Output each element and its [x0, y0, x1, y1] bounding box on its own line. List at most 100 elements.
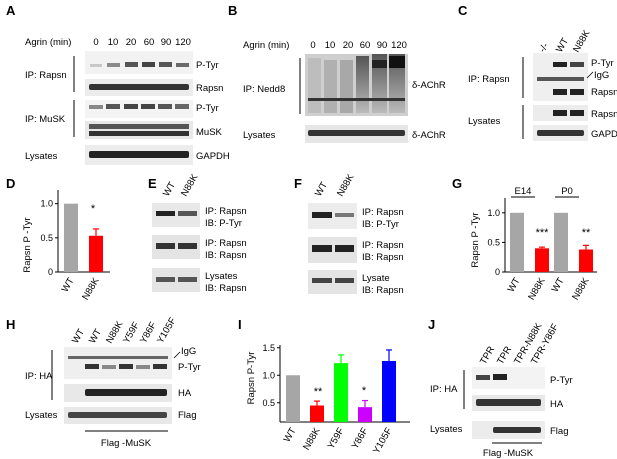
- blot-strip: [85, 100, 193, 118]
- blot-label: IgG: [594, 70, 609, 81]
- timepoint-label: 60: [144, 37, 155, 48]
- blot-strip: [308, 237, 357, 263]
- lane-label: WT: [87, 327, 104, 345]
- panel-letter-d: D: [6, 176, 15, 191]
- panel-d: D Rapsn P -Tyr 0 0.5 1.0 WT N88K *: [6, 176, 110, 302]
- blot-label: IB: Rapsn: [205, 283, 247, 294]
- blot-label: Lysates: [205, 271, 238, 282]
- panel-g: G Rapsn P -Tyr 00.51.0WT N88K WT N88K E14 P…: [452, 176, 597, 302]
- agrin-time-label: Agrin (min): [243, 40, 289, 51]
- y-axis-label: Rapsn P -Tyr: [22, 217, 33, 272]
- blot-label: P-Tyr: [196, 103, 219, 114]
- y-tick-label: 0.5: [40, 233, 53, 243]
- bar: [89, 235, 103, 272]
- timepoint-label: 60: [360, 40, 371, 51]
- blot-strip: [533, 105, 588, 121]
- y-tick-label: 0.5: [262, 398, 275, 408]
- blot-label: Flag: [550, 426, 568, 437]
- timepoint-label: 20: [126, 37, 137, 48]
- significance-mark: **: [582, 227, 591, 239]
- x-tick-label: Y105F: [371, 426, 395, 456]
- lane-label: TPR: [478, 344, 497, 366]
- chart-i: 0.5 1.0 1.5 WT N88K Y59F Y86F Y105F: [262, 343, 410, 456]
- blot-strip: [85, 51, 193, 74]
- timepoint-label: 10: [108, 37, 119, 48]
- significance-mark: *: [362, 385, 367, 397]
- flag-musk-label: Flag -MuSK: [101, 438, 152, 449]
- x-tick-label: Y86F: [350, 426, 371, 451]
- bar: [334, 363, 348, 422]
- blot-label: P-Tyr: [550, 375, 573, 386]
- blot-label: P-Tyr: [591, 58, 614, 69]
- lane-label: N88K: [571, 28, 593, 55]
- significance-mark: **: [314, 386, 323, 398]
- panel-letter-g: G: [452, 176, 462, 191]
- panel-letter-h: H: [6, 317, 15, 332]
- ip-label: IP: Nedd8: [243, 84, 285, 95]
- panel-letter-f: F: [294, 176, 302, 191]
- blot-strip: [533, 125, 588, 141]
- chart-d: 0 0.5 1.0 WT N88K: [40, 190, 110, 302]
- chart-g: 00.51.0WT N88K WT N88K: [487, 198, 597, 302]
- blot-strip: [85, 145, 193, 165]
- blot-label: Flag: [178, 410, 196, 421]
- bar: [510, 212, 524, 272]
- blot-label: HA: [178, 388, 192, 399]
- panel-letter-c: C: [458, 3, 468, 18]
- blot-label: δ-AChR: [412, 80, 446, 91]
- ip-label: IP: Rapsn: [25, 70, 67, 81]
- ip-label: IP: Rapsn: [468, 74, 510, 85]
- timepoint-label: 0: [310, 40, 315, 51]
- panel-letter-e: E: [148, 176, 157, 191]
- bar: [310, 405, 324, 422]
- panel-a: A Agrin (min) 0 10 20 60 90 120: [6, 3, 230, 165]
- panel-h: H WT WT N88K Y59F Y86F Y105F IP: HA: [6, 316, 201, 449]
- x-tick-label: WT: [550, 276, 567, 294]
- timepoint-label: 10: [325, 40, 336, 51]
- y-tick-label: 1.0: [262, 370, 275, 380]
- y-tick-label: 1.0: [487, 208, 500, 218]
- x-tick-label: WT: [506, 276, 523, 294]
- blot-strip: [64, 407, 172, 424]
- timepoint-label: 120: [391, 40, 407, 51]
- blot-strip: [152, 235, 200, 259]
- lane-label: Y86F: [138, 320, 159, 345]
- blot-label: GAPDH: [591, 129, 617, 140]
- blot-label: IB: Rapsn: [205, 250, 247, 261]
- blot-label: IB: P-Tyr: [362, 219, 399, 230]
- group-label: P0: [561, 186, 573, 197]
- x-tick-label: WT: [282, 426, 299, 444]
- panel-b: B Agrin (min) 0 10 20 60 90 120 IP:: [228, 3, 446, 143]
- panel-c: C -/- WT N88K IP: Rapsn Lysates: [458, 3, 617, 141]
- lysates-label: Lysates: [25, 410, 58, 421]
- flag-musk-label: Flag -MuSK: [483, 448, 534, 459]
- blot-label: Lysate: [362, 273, 390, 284]
- agrin-time-label: Agrin (min): [25, 37, 71, 48]
- lane-label: -/-: [537, 41, 551, 54]
- lane-label: WT: [161, 180, 178, 198]
- blot-label: IP: Rapsn: [205, 206, 247, 217]
- lane-label: N88K: [179, 172, 201, 199]
- blot-label: Rapsn: [196, 83, 223, 94]
- blot-strip: [472, 421, 545, 439]
- panel-letter-a: A: [6, 3, 16, 18]
- lane-label: WT: [313, 180, 330, 198]
- bar: [579, 249, 593, 272]
- ip-label: IP: MuSK: [25, 114, 66, 125]
- lane-label: N88K: [335, 172, 357, 199]
- y-tick-label: 0: [495, 267, 500, 277]
- blot-label: IP: Rapsn: [362, 240, 404, 251]
- y-tick-label: 0: [48, 267, 53, 277]
- lysates-label: Lysates: [25, 151, 58, 162]
- lysates-label: Lysates: [243, 130, 276, 141]
- group-label: E14: [515, 186, 532, 197]
- blot-strip: [152, 203, 200, 227]
- blot-label: IgG: [181, 346, 196, 357]
- blot-label: IP: Rapsn: [205, 238, 247, 249]
- blot-strip: [308, 270, 357, 294]
- bar: [535, 248, 549, 272]
- blot-label: P-Tyr: [178, 362, 201, 373]
- significance-mark: ***: [536, 227, 550, 239]
- blot-strip: [472, 395, 545, 411]
